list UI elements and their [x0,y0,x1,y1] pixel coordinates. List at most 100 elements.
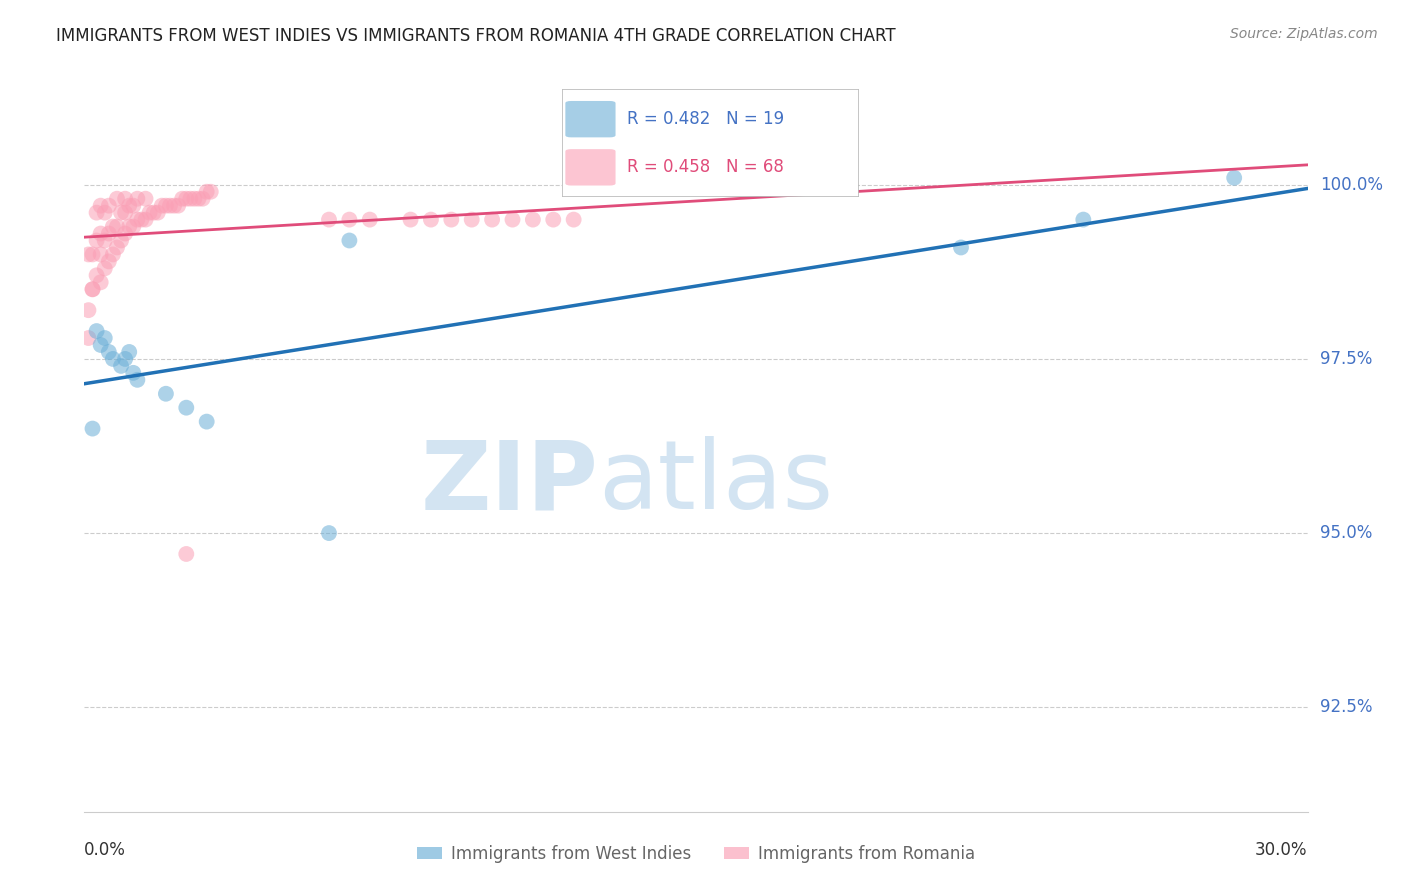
Point [135,212,157,227]
Point [118,199,141,213]
Point [1223,170,1246,185]
Point [122,366,145,380]
Point [155,199,177,213]
Point [179,192,201,206]
Point [90,227,112,241]
Point [127,373,149,387]
Point [114,227,136,241]
Text: 30.0%: 30.0% [1256,841,1308,859]
Point [172,192,194,206]
Text: ZIP: ZIP [420,436,598,529]
Point [318,212,340,227]
Point [562,212,585,227]
Point [105,240,128,254]
Point [318,526,340,541]
Point [138,205,160,219]
Point [110,359,132,373]
Point [1071,212,1094,227]
Point [82,421,104,435]
Point [77,247,100,261]
FancyBboxPatch shape [565,149,616,186]
Point [359,212,381,227]
Point [399,212,422,227]
Point [101,247,124,261]
Point [122,199,145,213]
FancyBboxPatch shape [565,101,616,137]
Point [146,205,169,219]
Point [118,219,141,234]
Point [86,205,108,219]
Point [114,192,136,206]
Point [105,219,128,234]
Text: Source: ZipAtlas.com: Source: ZipAtlas.com [1230,27,1378,41]
Point [90,199,112,213]
Text: 0.0%: 0.0% [84,841,127,859]
Point [339,234,360,248]
Point [187,192,209,206]
Point [114,205,136,219]
Point [195,415,218,429]
Point [101,351,124,366]
Point [93,205,115,219]
Text: 97.5%: 97.5% [1320,350,1372,368]
Text: atlas: atlas [598,436,834,529]
Point [142,205,165,219]
Point [420,212,443,227]
Point [163,199,186,213]
Text: 100.0%: 100.0% [1320,176,1384,194]
Point [93,261,115,276]
Point [86,324,108,338]
Text: IMMIGRANTS FROM WEST INDIES VS IMMIGRANTS FROM ROMANIA 4TH GRADE CORRELATION CHA: IMMIGRANTS FROM WEST INDIES VS IMMIGRANT… [56,27,896,45]
Point [200,185,222,199]
Point [82,282,104,296]
Point [950,240,973,254]
Point [114,351,136,366]
Legend: Immigrants from West Indies, Immigrants from Romania: Immigrants from West Indies, Immigrants … [411,838,981,869]
Point [86,234,108,248]
Point [183,192,205,206]
Text: 95.0%: 95.0% [1320,524,1372,542]
Point [461,212,484,227]
Point [90,338,112,352]
Point [174,192,197,206]
Point [90,247,112,261]
Point [174,547,197,561]
Point [77,303,100,318]
Text: 92.5%: 92.5% [1320,698,1372,716]
Point [155,386,177,401]
Point [82,282,104,296]
Point [82,247,104,261]
Point [77,331,100,345]
Point [159,199,181,213]
Text: R = 0.458   N = 68: R = 0.458 N = 68 [627,159,785,177]
Point [90,275,112,289]
Point [118,345,141,359]
Point [440,212,463,227]
Point [86,268,108,283]
Point [93,331,115,345]
Point [93,234,115,248]
Point [135,192,157,206]
Point [150,199,173,213]
Point [97,199,120,213]
Point [167,199,190,213]
Point [131,212,153,227]
Point [97,345,120,359]
Point [127,192,149,206]
Point [127,212,149,227]
Text: R = 0.482   N = 19: R = 0.482 N = 19 [627,111,785,128]
Point [522,212,544,227]
Point [105,192,128,206]
Point [481,212,503,227]
Point [97,254,120,268]
Point [110,234,132,248]
Point [501,212,523,227]
Point [195,185,218,199]
Point [97,227,120,241]
Point [174,401,197,415]
Point [543,212,565,227]
Point [191,192,214,206]
Point [122,219,145,234]
Point [101,219,124,234]
Point [339,212,360,227]
